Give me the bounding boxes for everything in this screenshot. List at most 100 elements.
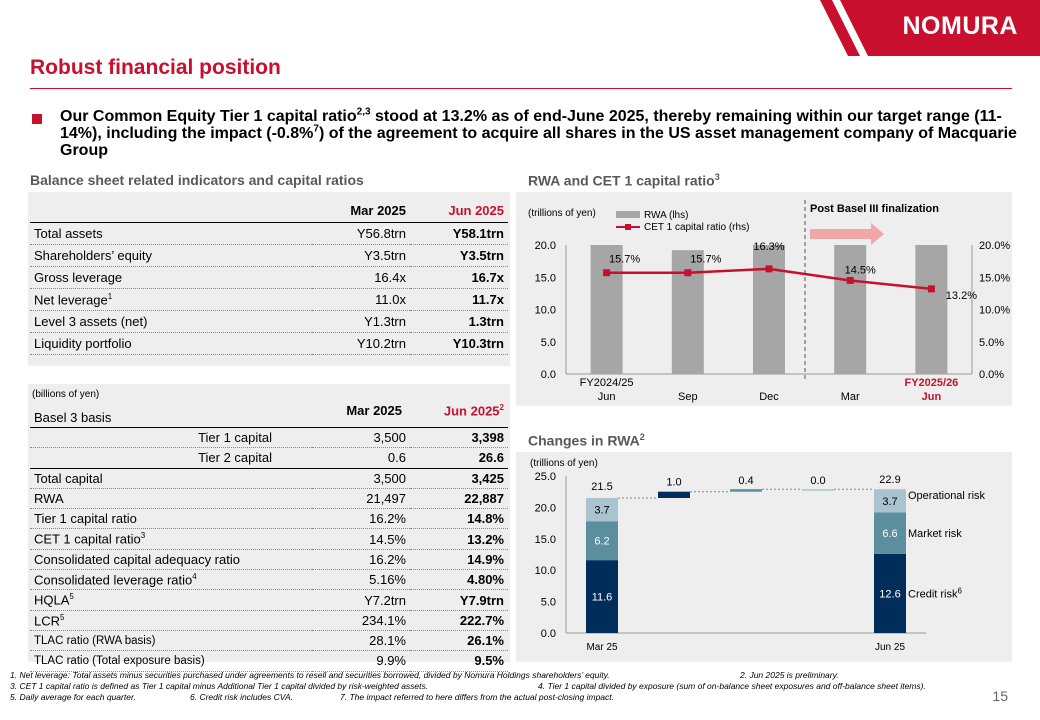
footnote-1: 1. Net leverage: Total assets minus secu… (10, 670, 610, 680)
risk-label: Market risk (908, 528, 962, 540)
row-label: Shareholders’ equity (30, 244, 312, 267)
cet1-point (684, 269, 692, 277)
row-value-mar: 9.9% (312, 650, 410, 672)
row-label: RWA (30, 488, 312, 510)
row-value-jun: 22,887 (410, 488, 508, 510)
table-row: Consolidated capital adequacy ratio 16.2%… (30, 549, 508, 571)
cet1-point (603, 269, 611, 277)
table-row: Consolidated leverage ratio4 5.16% 4.80% (30, 569, 508, 591)
change-bar (658, 491, 690, 498)
right-tick-label: 20.0% (979, 240, 1010, 252)
left-tick-label: 15.0 (535, 272, 556, 284)
row-value-mar: Y7.2trn (312, 589, 410, 611)
headline-part1: Our Common Equity Tier 1 capital ratio (60, 108, 357, 125)
footnote-2: 2. Jun 2025 is preliminary. (740, 670, 839, 680)
rwa-changes-chart: 0.0 5.0 10.0 15.0 20.0 25.0 (trillions of yen)… (516, 452, 1012, 662)
row-value-jun: 26.1% (410, 630, 508, 652)
row-value-jun: Y7.9trn (410, 589, 508, 611)
balance-col2: Jun 2025 (448, 202, 504, 218)
change-bar (730, 489, 762, 492)
row-value-jun: 26.6 (410, 447, 508, 469)
footnote-6: 6. Credit risk includes CVA. (190, 692, 293, 702)
post-basel-annotation: Post Basel III finalization (810, 203, 939, 215)
table-row: Shareholders’ equity Y3.5trn Y3.5trn (30, 244, 508, 267)
rwa-bar (753, 245, 785, 374)
legend-cet1-label: CET 1 capital ratio (rhs) (644, 222, 749, 233)
cet1-data-label: 13.2% (946, 290, 977, 302)
row-value-jun: 14.8% (410, 508, 508, 530)
table-row: Tier 2 capital 0.6 26.6 (30, 447, 508, 469)
row-label: Tier 1 capital (30, 426, 312, 449)
risk-label: Credit risk6 (908, 586, 963, 600)
table-row: TLAC ratio (RWA basis) 28.1% 26.1% (30, 630, 508, 652)
row-value-jun: 11.7x (410, 288, 508, 311)
change-bar (802, 489, 834, 491)
row-label: TLAC ratio (RWA basis) (30, 630, 312, 652)
table-row: CET 1 capital ratio3 14.5% 13.2% (30, 528, 508, 550)
risk-label: Operational risk (908, 490, 986, 502)
row-value-mar: 5.16% (312, 569, 410, 591)
unit-label: (trillions of yen) (528, 208, 596, 219)
y-tick-label: 20.0 (535, 502, 556, 514)
row-value-mar: 21,497 (312, 488, 410, 510)
rwa-bar (590, 245, 623, 374)
y-tick-label: 0.0 (541, 628, 556, 640)
row-value-jun: 4.80% (410, 569, 508, 591)
y-tick-label: 25.0 (535, 471, 556, 483)
row-value-jun: 222.7% (410, 610, 508, 631)
balance-table: Mar 2025 Jun 2025 Total assets Y56.8trn Y5… (30, 198, 508, 355)
row-label: Total assets (30, 222, 312, 245)
x-group-label: FY2024/25 (580, 377, 634, 389)
x-category-label: Jun (598, 391, 616, 403)
table-row: Liquidity portfolio Y10.2trn Y10.3trn (30, 332, 508, 355)
headline-sup2: 7 (313, 123, 319, 135)
balance-section-title: Balance sheet related indicators and cap… (30, 172, 364, 188)
row-value-jun: Y58.1trn (410, 222, 508, 245)
stack-segment (586, 560, 618, 633)
row-value-mar: 16.2% (312, 508, 410, 530)
segment-label: 6.6 (882, 528, 897, 540)
stack-segment (874, 512, 906, 554)
cet1-data-label: 15.7% (690, 254, 721, 266)
y-tick-label: 5.0 (541, 597, 556, 609)
total-label: 21.5 (591, 481, 612, 493)
table-row: Level 3 assets (net) Y1.3trn 1.3trn (30, 310, 508, 333)
basel-col2: Jun 20252 (443, 403, 504, 419)
row-label: Level 3 assets (net) (30, 310, 312, 333)
legend-cet1-marker (625, 224, 631, 230)
balance-header-row: Mar 2025 Jun 2025 (30, 198, 508, 223)
cet1-data-label: 14.5% (845, 264, 876, 276)
row-label: CET 1 capital ratio3 (30, 528, 312, 550)
nomura-logo: NOMURA (902, 12, 1018, 40)
footnote-3: 3. CET 1 capital ratio is defined as Tie… (10, 681, 429, 691)
total-label: 1.0 (666, 477, 681, 489)
basel-unit: (billions of yen) (32, 389, 100, 400)
y-tick-label: 15.0 (535, 534, 556, 546)
table-row: Total assets Y56.8trn Y58.1trn (30, 222, 508, 245)
row-value-mar: Y10.2trn (312, 332, 410, 355)
right-tick-label: 0.0% (979, 369, 1004, 381)
table-row: TLAC ratio (Total exposure basis) 9.9% 9.5… (30, 650, 508, 672)
headline-part2: stood at 13.2% as of end-June 2025, ther… (60, 108, 1002, 142)
rwa-cet1-chart: 0.0 5.0 10.0 15.0 20.0 0.0% 5.0% 10.0% 15.0% 20.0… (516, 192, 1012, 406)
row-value-jun: 3,398 (410, 426, 508, 449)
row-value-jun: 3,425 (410, 467, 508, 489)
basel-table: Tier 1 capital 3,500 3,398 Tier 2 capital 0.… (30, 426, 508, 672)
footnotes: 1. Net leverage: Total assets minus secu… (10, 670, 1010, 703)
table-row: Net leverage1 11.0x 11.7x (30, 288, 508, 311)
table-row: Total capital 3,500 3,425 (30, 467, 508, 489)
total-label: 22.9 (879, 474, 900, 486)
table-row: Tier 1 capital 3,500 3,398 (30, 426, 508, 449)
balance-col1: Mar 2025 (350, 202, 406, 218)
right-tick-label: 10.0% (979, 305, 1010, 317)
row-value-mar: 234.1% (312, 610, 410, 631)
x-category-label: Jun (922, 391, 942, 403)
row-label: HQLA5 (30, 589, 312, 611)
row-value-mar: Y56.8trn (312, 222, 410, 245)
cet1-data-label: 16.3% (753, 241, 784, 253)
footnote-4: 4. Tier 1 capital divided by exposure (s… (538, 681, 926, 691)
row-label: LCR5 (30, 610, 312, 631)
headline-sup1: 2,3 (356, 106, 371, 118)
table-row: RWA 21,497 22,887 (30, 488, 508, 510)
segment-label: 6.2 (594, 536, 609, 548)
